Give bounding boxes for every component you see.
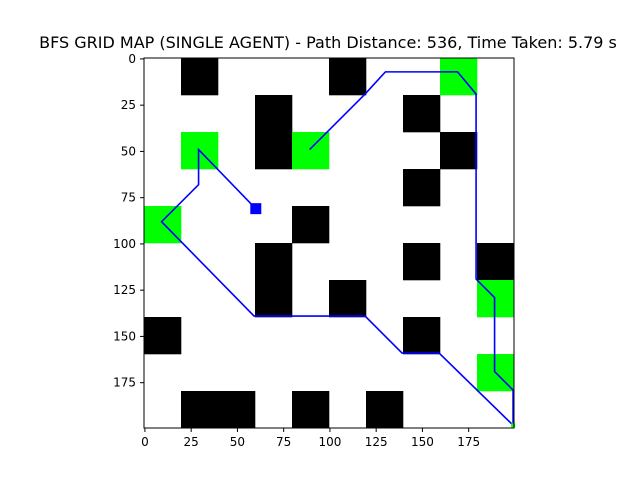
goal-cell xyxy=(292,132,330,170)
ticks-layer: 0 25 50 75 100 125 150 175 0 25 50 75 100 125 150 175 xyxy=(113,52,480,449)
chart-title: BFS GRID MAP (SINGLE AGENT) - Path Dista… xyxy=(39,33,617,52)
obstacle-cell xyxy=(440,132,478,170)
obstacle-cell xyxy=(403,317,441,355)
obstacle-cell xyxy=(181,58,219,96)
obstacle-cell xyxy=(403,169,441,207)
y-tick-label: 125 xyxy=(113,283,136,297)
x-tick-label: 100 xyxy=(318,435,341,449)
obstacle-cell xyxy=(255,132,293,170)
path-layer xyxy=(160,71,516,428)
y-tick-label: 175 xyxy=(113,376,136,390)
obstacle-cell xyxy=(255,280,293,318)
obstacle-cell xyxy=(292,206,330,244)
y-tick-label: 0 xyxy=(128,52,136,66)
path-end-marker xyxy=(511,423,516,428)
obstacle-cell xyxy=(144,317,182,355)
x-tick-label: 50 xyxy=(230,435,245,449)
obstacle-cell xyxy=(403,95,441,133)
agent-marker xyxy=(250,203,262,215)
obstacle-cell xyxy=(181,391,219,429)
bfs-path-line xyxy=(160,71,514,428)
x-tick-label: 75 xyxy=(276,435,291,449)
obstacle-cell xyxy=(366,391,404,429)
y-tick-label: 75 xyxy=(121,191,136,205)
obstacle-cell xyxy=(218,391,256,429)
x-tick-label: 0 xyxy=(141,435,149,449)
obstacle-cell xyxy=(329,58,367,96)
plot-frame xyxy=(143,57,515,429)
obstacle-cell xyxy=(255,243,293,281)
y-tick-label: 25 xyxy=(121,98,136,112)
obstacle-cell xyxy=(255,95,293,133)
obstacle-cell xyxy=(292,391,330,429)
x-tick-label: 150 xyxy=(411,435,434,449)
x-tick-label: 175 xyxy=(457,435,480,449)
x-tick-label: 125 xyxy=(365,435,388,449)
y-tick-label: 100 xyxy=(113,237,136,251)
obstacle-cell xyxy=(477,243,515,281)
goal-cell xyxy=(144,206,182,244)
frame-layer xyxy=(143,57,515,429)
obstacle-cell xyxy=(403,243,441,281)
y-tick-label: 50 xyxy=(121,144,136,158)
y-tick-label: 150 xyxy=(113,329,136,343)
obstacle-cell xyxy=(329,280,367,318)
x-tick-label: 25 xyxy=(184,435,199,449)
